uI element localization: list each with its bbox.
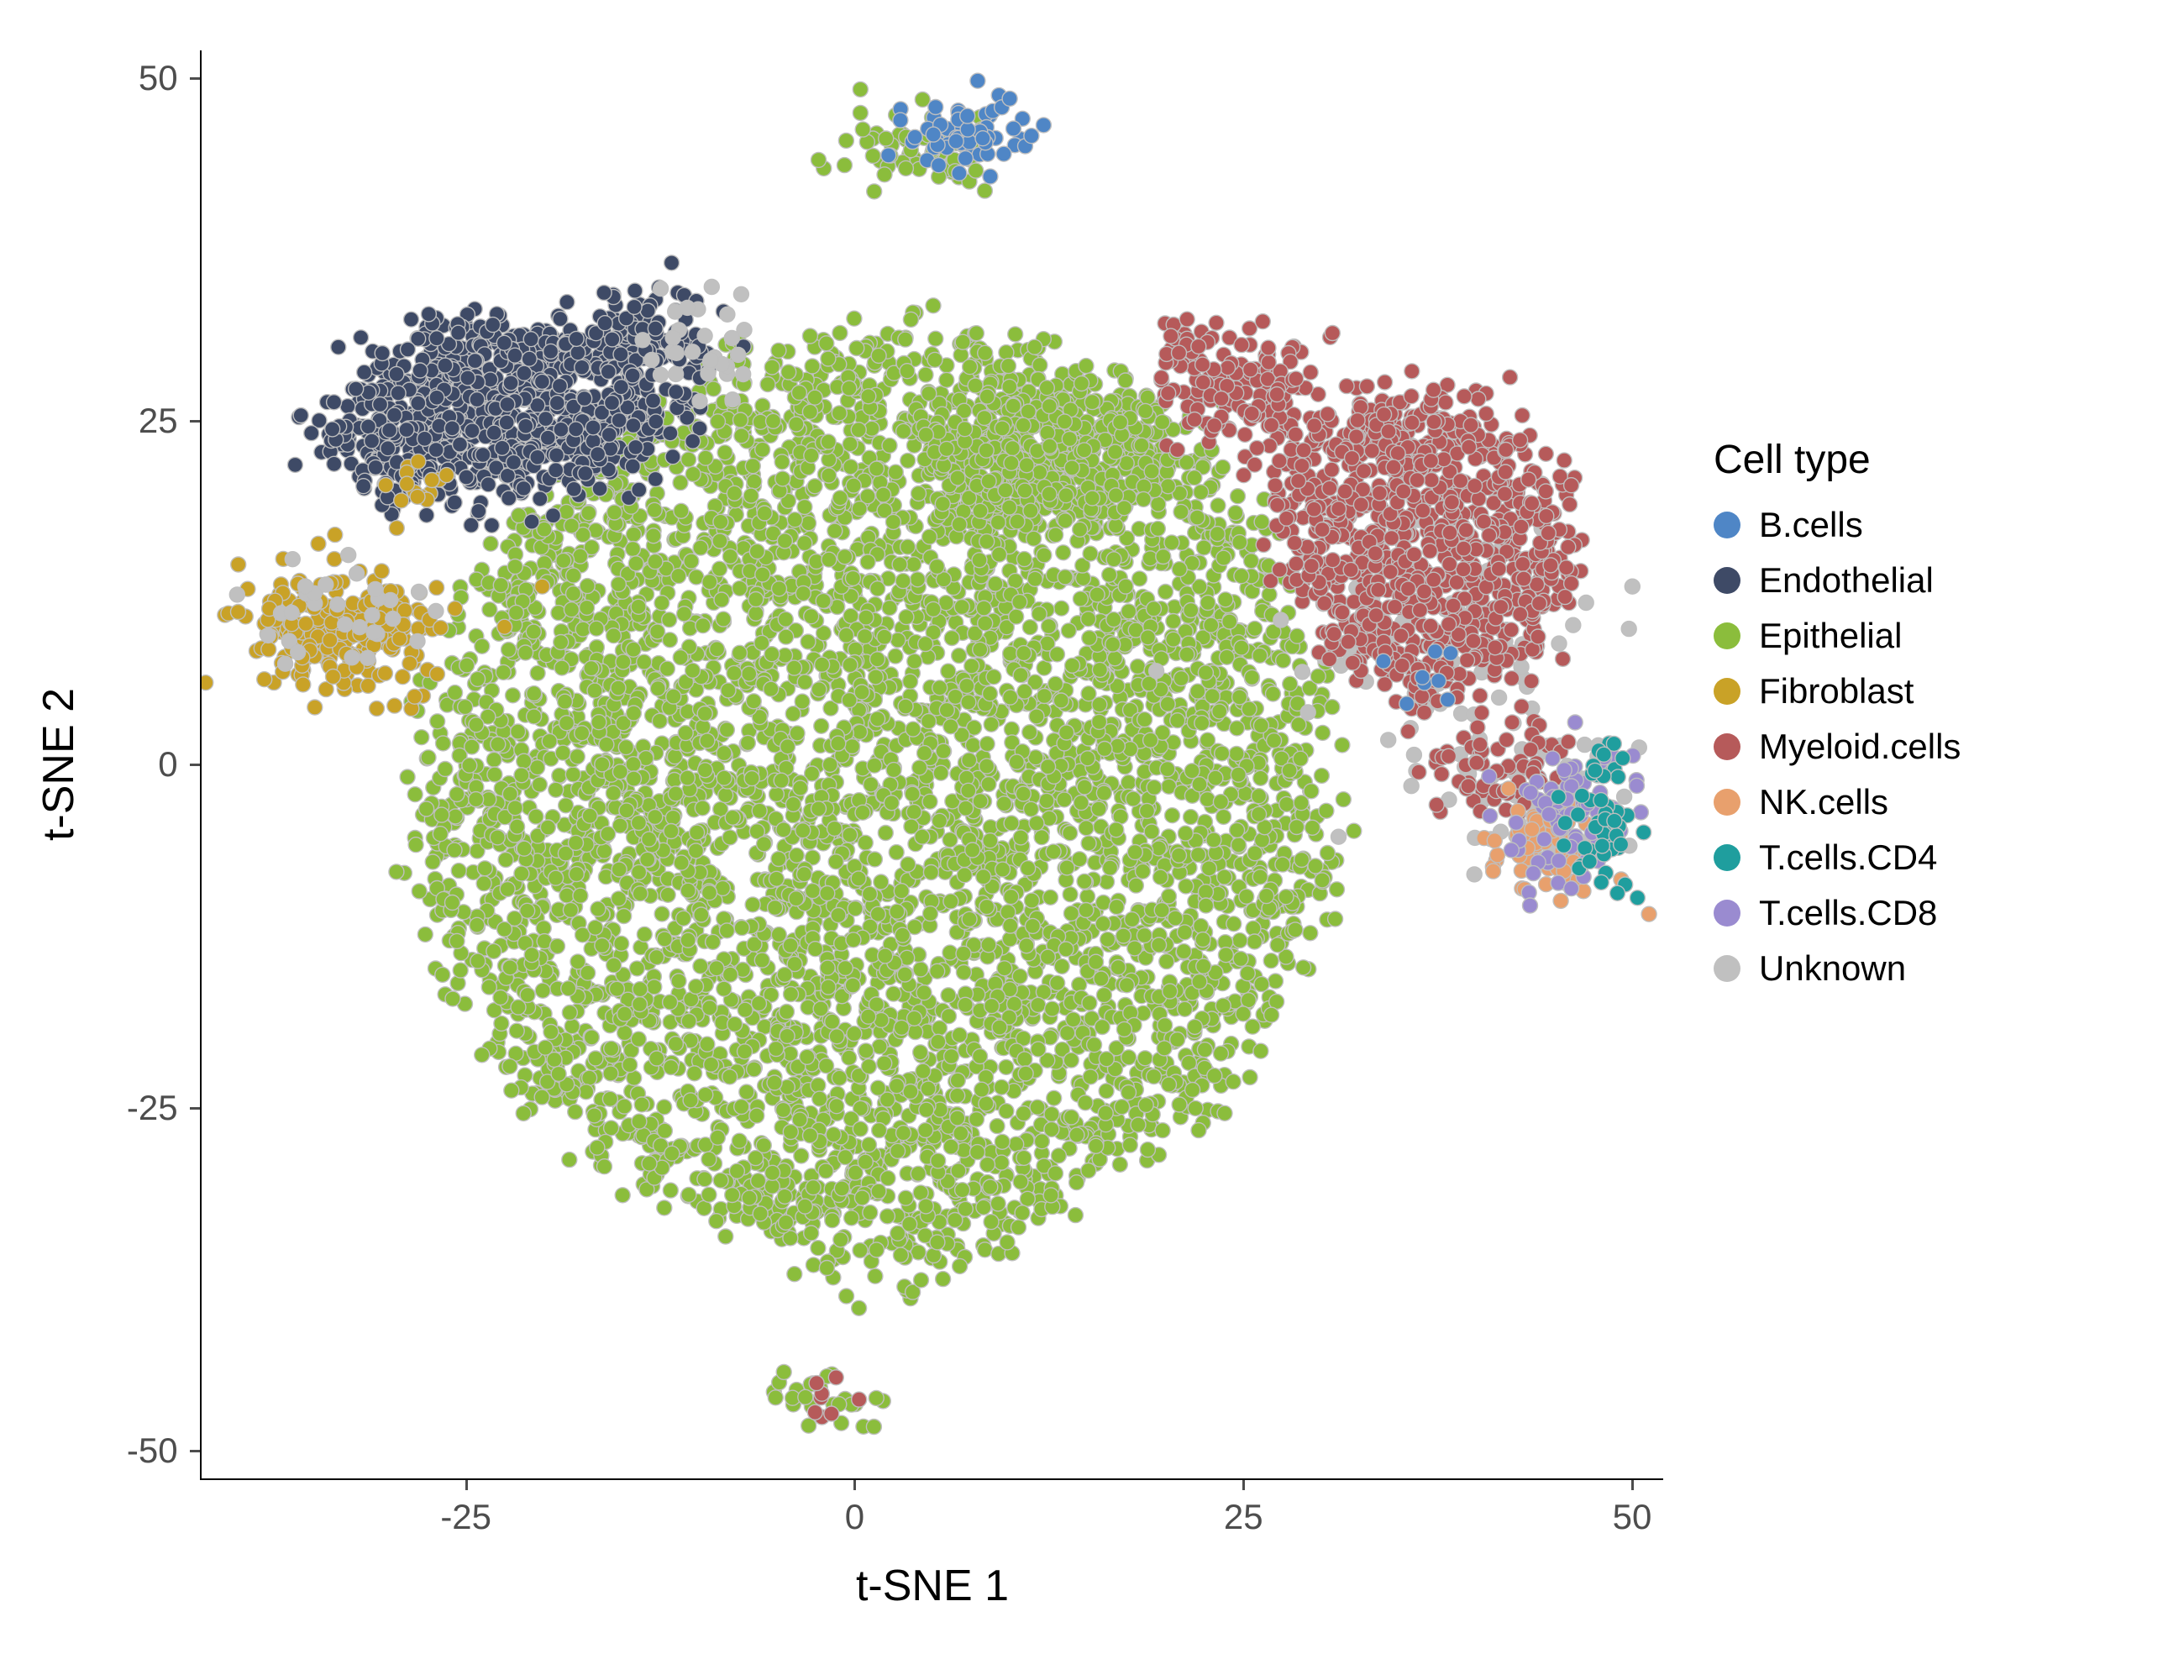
legend-swatch-icon bbox=[1714, 955, 1740, 982]
legend: Cell type B.cells Endothelial Epithelial Fi… bbox=[1714, 437, 1961, 1004]
y-tick bbox=[190, 1450, 200, 1452]
legend-item: Epithelial bbox=[1714, 616, 1961, 656]
legend-label: Epithelial bbox=[1759, 616, 1902, 656]
y-tick bbox=[190, 764, 200, 766]
y-axis-title: t-SNE 2 bbox=[34, 688, 84, 841]
legend-swatch-icon bbox=[1714, 844, 1740, 871]
legend-swatch-icon bbox=[1714, 900, 1740, 927]
x-tick bbox=[853, 1480, 856, 1490]
y-tick-label: 50 bbox=[139, 58, 178, 98]
legend-label: T.cells.CD4 bbox=[1759, 837, 1937, 878]
legend-label: NK.cells bbox=[1759, 782, 1888, 822]
legend-item: Endothelial bbox=[1714, 560, 1961, 601]
y-axis-line bbox=[200, 50, 202, 1480]
legend-label: B.cells bbox=[1759, 505, 1863, 545]
legend-title: Cell type bbox=[1714, 437, 1961, 483]
y-tick bbox=[190, 420, 200, 423]
legend-label: Unknown bbox=[1759, 948, 1906, 989]
legend-item: B.cells bbox=[1714, 505, 1961, 545]
x-tick-label: 25 bbox=[1224, 1497, 1263, 1537]
legend-item: T.cells.CD4 bbox=[1714, 837, 1961, 878]
legend-item: NK.cells bbox=[1714, 782, 1961, 822]
x-tick bbox=[1242, 1480, 1245, 1490]
legend-swatch-icon bbox=[1714, 733, 1740, 760]
y-tick-label: 25 bbox=[139, 401, 178, 441]
legend-label: Endothelial bbox=[1759, 560, 1934, 601]
x-tick-label: 0 bbox=[845, 1497, 864, 1537]
legend-label: Fibroblast bbox=[1759, 671, 1914, 711]
legend-label: T.cells.CD8 bbox=[1759, 893, 1937, 933]
y-tick bbox=[190, 1107, 200, 1110]
plot-panel bbox=[202, 50, 1663, 1478]
legend-item: Fibroblast bbox=[1714, 671, 1961, 711]
legend-swatch-icon bbox=[1714, 678, 1740, 705]
legend-item: T.cells.CD8 bbox=[1714, 893, 1961, 933]
legend-label: Myeloid.cells bbox=[1759, 727, 1961, 767]
legend-item: Unknown bbox=[1714, 948, 1961, 989]
x-tick-label: -25 bbox=[440, 1497, 491, 1537]
legend-item: Myeloid.cells bbox=[1714, 727, 1961, 767]
legend-swatch-icon bbox=[1714, 789, 1740, 816]
y-tick-label: -25 bbox=[127, 1088, 178, 1128]
legend-items: B.cells Endothelial Epithelial Fibroblast My… bbox=[1714, 505, 1961, 989]
x-tick bbox=[465, 1480, 468, 1490]
x-tick bbox=[1631, 1480, 1634, 1490]
legend-swatch-icon bbox=[1714, 567, 1740, 594]
x-axis-line bbox=[202, 1478, 1663, 1480]
tsne-scatter-chart: -25 0 25 50 -50 -25 0 25 50 t-SNE 1 t-SNE 2 Cel… bbox=[0, 0, 2184, 1680]
x-axis-title: t-SNE 1 bbox=[856, 1561, 1009, 1611]
y-tick-label: 0 bbox=[158, 744, 177, 785]
scatter-points-layer bbox=[202, 50, 1663, 1478]
y-tick-label: -50 bbox=[127, 1431, 178, 1471]
y-tick bbox=[190, 77, 200, 80]
legend-swatch-icon bbox=[1714, 512, 1740, 538]
legend-swatch-icon bbox=[1714, 622, 1740, 649]
x-tick-label: 50 bbox=[1613, 1497, 1652, 1537]
